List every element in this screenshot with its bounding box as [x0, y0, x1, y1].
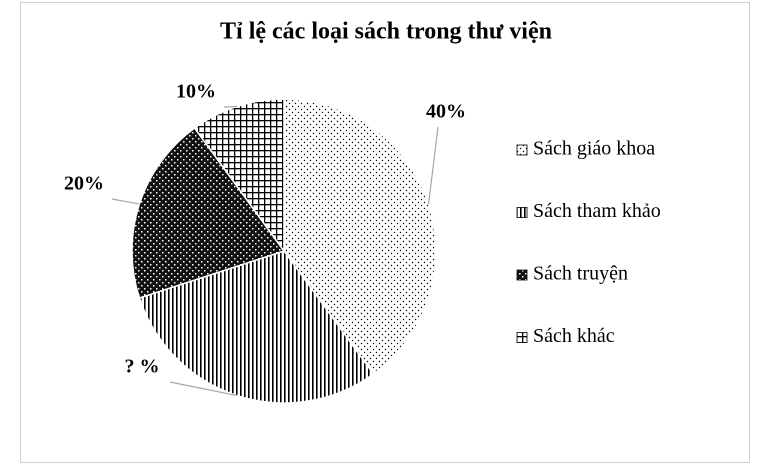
- leader-line: [427, 126, 439, 205]
- legend-label: Sách khác: [533, 325, 615, 347]
- legend-label: Sách truyện: [533, 263, 628, 285]
- data-label: 40%: [426, 101, 466, 123]
- legend-marker: [516, 207, 528, 218]
- legend-label: Sách giáo khoa: [533, 138, 655, 160]
- leader-line: [169, 381, 238, 397]
- legend-marker: [516, 144, 528, 156]
- pie-slice: [193, 98, 285, 254]
- legend-marker: [516, 332, 528, 343]
- pie-slice: [283, 98, 437, 376]
- legend-marker: [516, 269, 528, 281]
- legend-label: Sách tham khảo: [533, 200, 661, 222]
- data-label: 10%: [176, 81, 216, 103]
- leader-line: [223, 105, 238, 108]
- pie-slice: [131, 126, 286, 299]
- leader-line: [111, 198, 140, 205]
- data-label: ? %: [125, 356, 160, 378]
- chart-title: Tỉ lệ các loại sách trong thư viện: [220, 19, 552, 45]
- data-label: 20%: [64, 173, 104, 195]
